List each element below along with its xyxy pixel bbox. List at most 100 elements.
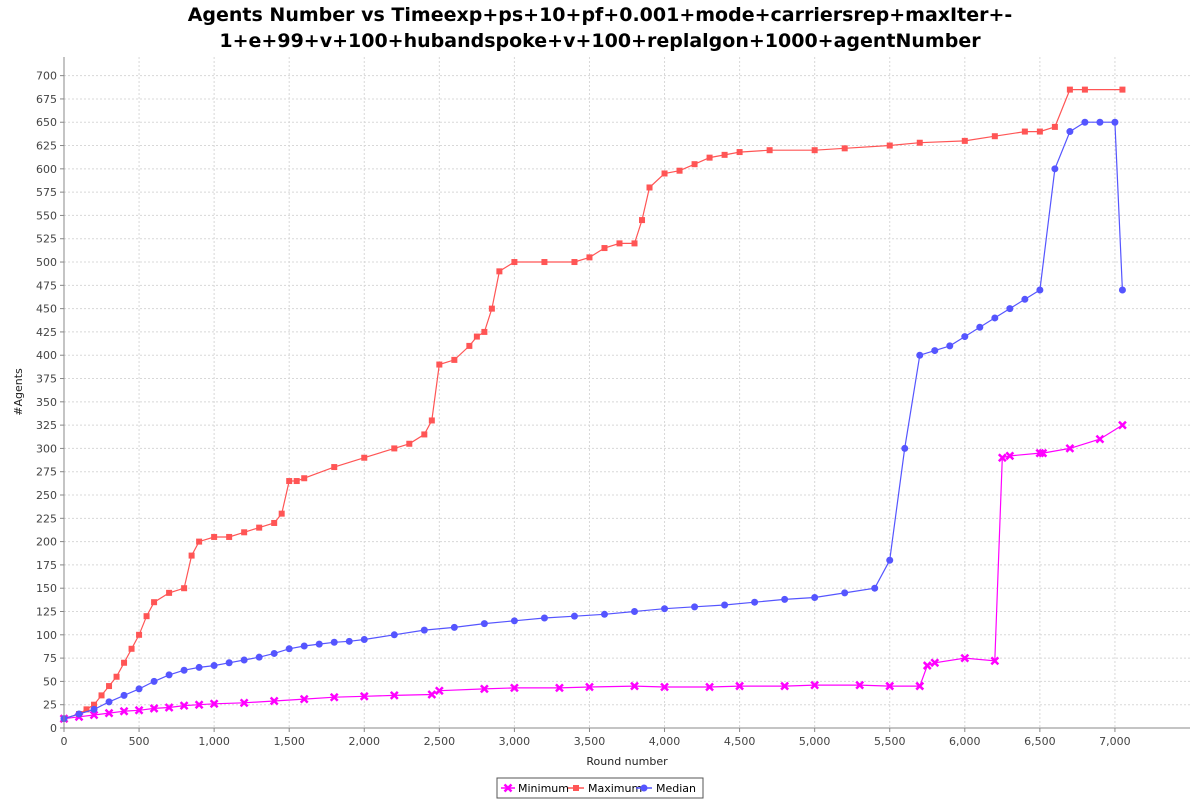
data-point-minimum — [510, 683, 519, 693]
data-point-median — [210, 662, 218, 670]
data-point-median — [240, 656, 248, 664]
data-point-maximum — [143, 613, 150, 620]
data-point-maximum — [766, 147, 773, 154]
data-point-maximum — [121, 659, 128, 666]
data-point-median — [270, 649, 278, 657]
data-point-minimum — [735, 681, 744, 691]
data-point-median — [1036, 286, 1044, 294]
data-point-median — [1066, 128, 1074, 136]
x-tick-label: 2,000 — [349, 735, 381, 748]
y-tick-label: 350 — [36, 396, 57, 409]
data-point-median — [180, 666, 188, 674]
data-point-maximum — [886, 142, 893, 149]
data-point-maximum — [436, 361, 443, 368]
data-point-median — [721, 601, 729, 609]
data-point-minimum — [104, 708, 114, 718]
data-point-maximum — [631, 240, 638, 247]
data-point-maximum — [511, 259, 518, 266]
data-point-median — [1081, 118, 1089, 126]
data-point-minimum — [359, 691, 369, 701]
data-point-maximum — [646, 184, 653, 191]
data-point-maximum — [1036, 128, 1043, 135]
data-point-median — [811, 594, 819, 602]
data-point-minimum — [149, 704, 159, 713]
data-point-maximum — [721, 151, 728, 158]
data-point-maximum — [811, 147, 818, 154]
data-point-minimum — [299, 694, 309, 704]
data-point-maximum — [451, 356, 458, 363]
data-point-maximum — [361, 454, 368, 461]
data-point-minimum — [119, 706, 129, 716]
y-tick-label: 100 — [36, 629, 57, 642]
data-point-median — [661, 605, 669, 613]
data-point-median — [225, 659, 233, 667]
data-point-minimum — [1038, 448, 1048, 458]
data-point-median — [540, 614, 548, 622]
data-point-maximum — [661, 170, 668, 177]
data-point-median — [510, 617, 518, 625]
chart-title: Agents Number vs Timeexp+ps+10+pf+0.001+… — [0, 2, 1200, 54]
y-tick-label: 375 — [36, 373, 57, 386]
data-point-maximum — [211, 533, 218, 540]
data-point-minimum — [434, 686, 444, 696]
data-point-minimum — [930, 658, 940, 668]
data-point-minimum — [194, 700, 204, 710]
legend: Minimum Maximum Median — [496, 777, 704, 799]
data-point-median — [135, 685, 143, 693]
data-point-maximum — [136, 631, 143, 638]
data-point-median — [450, 623, 458, 631]
x-tick-label: 4,000 — [649, 735, 681, 748]
y-tick-label: 550 — [36, 209, 57, 222]
data-point-median — [390, 631, 398, 639]
data-point-maximum — [421, 431, 428, 438]
legend-label-minimum: Minimum — [518, 782, 569, 795]
x-ticks: 0 500 1,000 1,500 2,000 2,500 3,000 3,500 4,000 4… — [61, 728, 1131, 748]
data-point-median — [946, 342, 954, 350]
y-tick-label: 450 — [36, 303, 57, 316]
legend-marker-minimum — [503, 783, 513, 793]
data-point-minimum — [555, 683, 564, 693]
data-point-minimum — [855, 680, 865, 690]
x-tick-label: 7,000 — [1099, 735, 1131, 748]
x-tick-label: 500 — [129, 735, 150, 748]
data-point-maximum — [586, 254, 593, 261]
data-point-maximum — [1051, 123, 1058, 130]
data-point-minimum — [960, 653, 970, 663]
data-point-median — [165, 671, 173, 679]
data-point-minimum — [660, 682, 669, 692]
y-tick-label: 500 — [36, 256, 57, 269]
data-point-maximum — [271, 519, 278, 526]
x-tick-label: 1,000 — [198, 735, 230, 748]
legend-item-maximum: Maximum — [568, 782, 642, 795]
data-point-median — [886, 556, 894, 564]
data-point-maximum — [991, 133, 998, 140]
series-median — [60, 118, 1126, 723]
data-point-median — [631, 608, 639, 616]
data-point-maximum — [466, 342, 473, 349]
data-point-minimum — [1095, 434, 1105, 444]
data-point-maximum — [706, 154, 713, 161]
data-point-median — [315, 640, 323, 648]
data-point-minimum — [780, 681, 790, 691]
x-tick-label: 6,000 — [949, 735, 981, 748]
legend-label-median: Median — [656, 782, 696, 795]
data-point-minimum — [89, 710, 99, 720]
y-tick-label: 600 — [36, 163, 57, 176]
data-point-median — [1096, 118, 1104, 126]
data-point-maximum — [571, 259, 578, 266]
data-point-maximum — [181, 585, 188, 592]
data-point-maximum — [916, 139, 923, 146]
legend-box — [496, 777, 704, 799]
plot-area — [64, 57, 1190, 728]
data-point-maximum — [1021, 128, 1028, 135]
x-axis-label: Round number — [586, 755, 668, 768]
x-tick-label: 3,500 — [574, 735, 606, 748]
x-tick-label: 5,000 — [799, 735, 831, 748]
data-point-maximum — [391, 445, 398, 452]
data-point-minimum — [585, 682, 594, 692]
data-point-median — [1021, 295, 1029, 303]
y-tick-label: 200 — [36, 536, 57, 549]
y-tick-label: 325 — [36, 419, 57, 432]
data-point-median — [195, 663, 203, 671]
x-tick-label: 6,500 — [1024, 735, 1056, 748]
